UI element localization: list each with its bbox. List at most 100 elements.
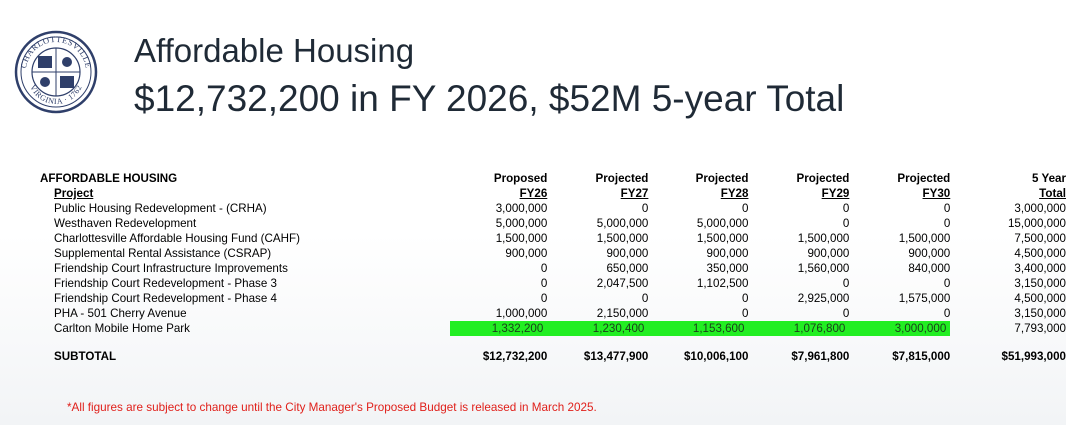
subtotal-value: $7,815,000 — [892, 349, 951, 363]
cell-total: 3,150,000 — [1014, 277, 1066, 290]
category-heading: AFFORDABLE HOUSING — [40, 172, 178, 185]
project-name: Friendship Court Redevelopment - Phase 3 — [54, 277, 277, 290]
table-row: Supplemental Rental Assistance (CSRAP) 9… — [36, 246, 1066, 261]
cell-value: 0 — [540, 262, 548, 275]
table-row: Charlottesville Affordable Housing Fund … — [36, 231, 1066, 246]
cell-value: 840,000 — [908, 262, 951, 275]
cell-value: 350,000 — [706, 262, 749, 275]
table-row: Westhaven Redevelopment 5,000,000 5,000,… — [36, 216, 1066, 231]
cell-total: 7,793,000 — [1014, 322, 1066, 335]
cell-total: 4,500,000 — [1014, 247, 1066, 260]
table-header-row-top: AFFORDABLE HOUSING Proposed Projected Pr… — [36, 171, 1066, 186]
column-year: FY28 — [720, 187, 749, 200]
cell-value: 0 — [742, 202, 749, 215]
cell-value: 1,102,500 — [696, 277, 749, 290]
project-name: Public Housing Redevelopment - (CRHA) — [54, 202, 267, 215]
cell-value: 1,500,000 — [495, 232, 548, 245]
cell-value: 5,000,000 — [596, 217, 649, 230]
table-row: Public Housing Redevelopment - (CRHA) 3,… — [36, 201, 1066, 216]
cell-value: 1,560,000 — [797, 262, 850, 275]
budget-table: AFFORDABLE HOUSING Proposed Projected Pr… — [36, 171, 1066, 366]
project-name: Friendship Court Infrastructure Improvem… — [54, 262, 288, 275]
table-row: Friendship Court Redevelopment - Phase 3… — [36, 276, 1066, 291]
cell-value-highlighted: 1,230,400 — [547, 321, 649, 336]
cell-value: 0 — [641, 292, 649, 305]
cell-value: 0 — [540, 277, 548, 290]
project-name: Friendship Court Redevelopment - Phase 4 — [54, 292, 277, 305]
cell-value-highlighted: 1,076,800 — [748, 321, 850, 336]
subtotal-value: $12,732,200 — [482, 349, 548, 363]
cell-value: 1,000,000 — [495, 307, 548, 320]
project-name: Charlottesville Affordable Housing Fund … — [54, 232, 300, 245]
cell-value: 2,925,000 — [797, 292, 850, 305]
cell-value: 0 — [943, 307, 951, 320]
column-year: Total — [1039, 187, 1066, 200]
column-heading: Proposed — [493, 172, 548, 185]
table-row: Friendship Court Infrastructure Improvem… — [36, 261, 1066, 276]
cell-value: 900,000 — [606, 247, 649, 260]
seal-icon: CHARLOTTESVILLE VIRGINIA · 1762 — [14, 30, 98, 114]
column-year: FY27 — [620, 187, 649, 200]
project-column-heading: Project — [54, 187, 94, 200]
cell-value: 0 — [842, 307, 850, 320]
cell-value: 0 — [842, 277, 850, 290]
cell-total: 3,000,000 — [1014, 202, 1066, 215]
cell-value: 0 — [943, 277, 951, 290]
footnote: *All figures are subject to change until… — [67, 401, 597, 414]
subtotal-total: $51,993,000 — [1001, 349, 1066, 363]
cell-value: 0 — [943, 202, 951, 215]
cell-total: 3,150,000 — [1014, 307, 1066, 320]
subtotal-label: SUBTOTAL — [54, 349, 117, 363]
subtotal-row: SUBTOTAL $12,732,200 $13,477,900 $10,006… — [36, 346, 1066, 366]
cell-value: 1,500,000 — [596, 232, 649, 245]
cell-value: 0 — [842, 217, 850, 230]
cell-value: 2,150,000 — [596, 307, 649, 320]
cell-value: 650,000 — [606, 262, 649, 275]
cell-value: 0 — [540, 292, 548, 305]
subtotal-value: $13,477,900 — [583, 349, 649, 363]
project-name: PHA - 501 Cherry Avenue — [54, 307, 187, 320]
cell-value: 1,575,000 — [898, 292, 951, 305]
column-year: FY29 — [821, 187, 850, 200]
cell-value: 5,000,000 — [696, 217, 749, 230]
row-spacer — [36, 336, 1066, 346]
cell-total: 3,400,000 — [1014, 262, 1066, 275]
cell-value: 1,500,000 — [797, 232, 850, 245]
column-heading: Projected — [595, 172, 649, 185]
cell-value: 1,500,000 — [696, 232, 749, 245]
project-name: Westhaven Redevelopment — [54, 217, 197, 230]
project-name: Supplemental Rental Assistance (CSRAP) — [54, 247, 272, 260]
cell-value: 0 — [742, 292, 749, 305]
cell-total: 15,000,000 — [1007, 217, 1066, 230]
cell-value: 900,000 — [908, 247, 951, 260]
cell-value: 900,000 — [505, 247, 548, 260]
cell-value-highlighted: 1,332,200 — [450, 321, 548, 336]
cell-value: 0 — [641, 202, 649, 215]
table-header-row-bottom: Project FY26 FY27 FY28 FY29 FY30 Total — [36, 186, 1066, 201]
cell-value-highlighted: 1,153,600 — [648, 321, 749, 336]
subtotal-value: $7,961,800 — [791, 349, 850, 363]
cell-total: 7,500,000 — [1014, 232, 1066, 245]
column-year: FY30 — [922, 187, 951, 200]
cell-value: 3,000,000 — [495, 202, 548, 215]
cell-value: 1,500,000 — [898, 232, 951, 245]
cell-total: 4,500,000 — [1014, 292, 1066, 305]
column-heading: Projected — [897, 172, 951, 185]
cell-value: 5,000,000 — [495, 217, 548, 230]
subtotal-value: $10,006,100 — [683, 349, 749, 363]
project-name: Carlton Mobile Home Park — [54, 322, 190, 335]
cell-value-highlighted: 3,000,000 — [849, 321, 951, 336]
cell-value: 0 — [943, 217, 951, 230]
table-row-highlighted: Carlton Mobile Home Park 1,332,200 1,230… — [36, 321, 1066, 336]
column-heading: 5 Year — [1032, 172, 1066, 185]
table-row: Friendship Court Redevelopment - Phase 4… — [36, 291, 1066, 306]
cell-value: 900,000 — [706, 247, 749, 260]
cell-value: 900,000 — [807, 247, 850, 260]
cell-value: 2,047,500 — [596, 277, 649, 290]
cell-value: 0 — [842, 202, 850, 215]
column-heading: Projected — [796, 172, 850, 185]
cell-value: 0 — [742, 307, 749, 320]
city-seal: CHARLOTTESVILLE VIRGINIA · 1762 — [14, 30, 98, 114]
table-row: PHA - 501 Cherry Avenue 1,000,000 2,150,… — [36, 306, 1066, 321]
column-heading: Projected — [695, 172, 749, 185]
